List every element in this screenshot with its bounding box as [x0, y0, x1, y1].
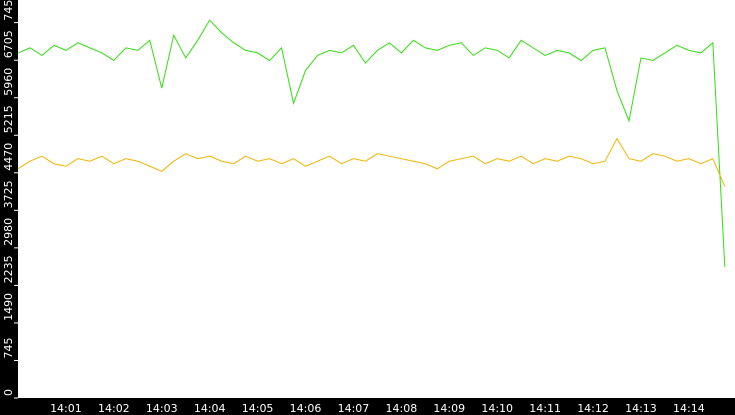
y-tick-label: 7451: [2, 0, 15, 21]
series-line: [17, 137, 726, 187]
x-tick-label: 14:07: [338, 402, 370, 415]
y-tick-label: 745: [2, 337, 15, 358]
x-tick-label: 14:02: [98, 402, 130, 415]
x-tick-label: 14:11: [529, 402, 561, 415]
x-tick-label: 14:01: [50, 402, 82, 415]
x-tick-label: 14:10: [481, 402, 513, 415]
x-tick-label: 14:03: [146, 402, 178, 415]
y-tick-label: 1490: [2, 293, 15, 321]
x-tick-label: 14:06: [290, 402, 322, 415]
x-tick-label: 14:14: [673, 402, 705, 415]
x-tick-label: 14:09: [433, 402, 465, 415]
y-tick-label: 4470: [2, 143, 15, 171]
y-tick-label: 2980: [2, 218, 15, 246]
y-tick-label: 6705: [2, 30, 15, 58]
series-line: [17, 19, 726, 268]
plot-area: [18, 0, 735, 398]
y-tick-label: 3725: [2, 180, 15, 208]
x-tick-label: 14:05: [242, 402, 274, 415]
x-tick-label: 14:04: [194, 402, 226, 415]
x-tick-label: 14:13: [625, 402, 657, 415]
x-tick-label: 14:08: [386, 402, 418, 415]
y-tick-label: 2235: [2, 255, 15, 283]
y-tick-label: 5215: [2, 105, 15, 133]
x-tick-label: 14:12: [577, 402, 609, 415]
y-tick-label: 0: [2, 389, 15, 396]
y-tick-label: 5960: [2, 68, 15, 96]
